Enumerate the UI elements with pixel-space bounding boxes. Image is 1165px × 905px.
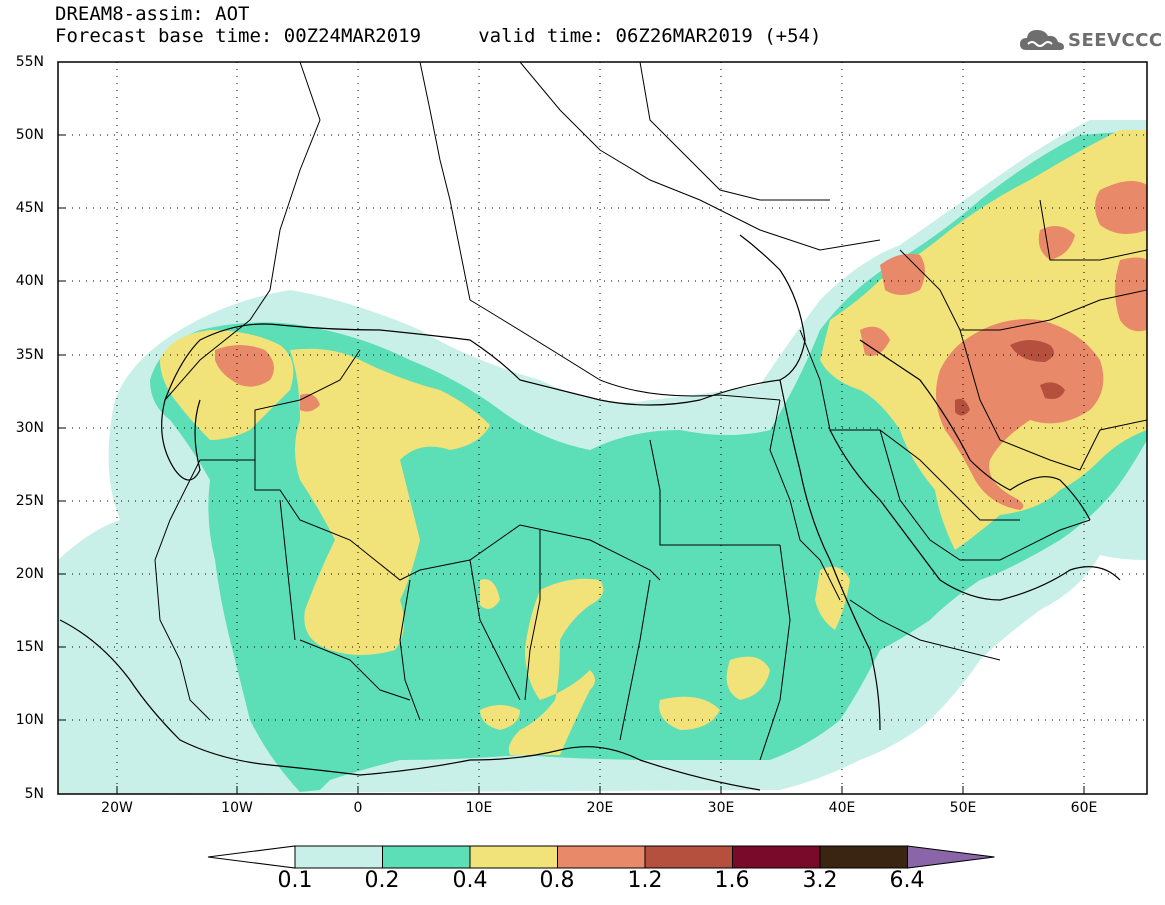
lat-label-40n: 40N (15, 273, 44, 289)
title-line-1: DREAM8-assim: AOT (55, 3, 250, 25)
lat-label-35n: 35N (15, 347, 44, 363)
axis-ticks (58, 134, 1085, 794)
aot-band-1.2 (955, 340, 1065, 416)
lon-label-30e: 30E (707, 800, 735, 816)
lon-label-20w: 20W (101, 800, 133, 816)
colorbar-label-0.2: 0.2 (364, 868, 400, 893)
lon-label-10w: 10W (221, 800, 253, 816)
lat-label-20n: 20N (15, 566, 44, 582)
lon-label-10e: 10E (465, 800, 493, 816)
lon-label-0: 0 (353, 800, 363, 816)
colorbar-label-0.4: 0.4 (452, 868, 488, 893)
cloud-icon (1020, 30, 1064, 50)
colorbar-label-1.2: 1.2 (627, 868, 663, 893)
lat-label-50n: 50N (15, 127, 44, 143)
lon-label-20e: 20E (586, 800, 614, 816)
aot-band-0.8 (215, 181, 1147, 510)
graticule (58, 62, 1147, 794)
lat-label-30n: 30N (15, 420, 44, 436)
coastlines (59, 234, 1121, 791)
lon-label-40e: 40E (828, 800, 856, 816)
title-line-2: Forecast base time: 00Z24MAR2019 valid t… (55, 25, 822, 47)
colorbar-label-0.8: 0.8 (539, 868, 575, 893)
lat-label-55n: 55N (15, 54, 44, 70)
seevccc-logo-text: SEEVCCC (1068, 30, 1163, 51)
colorbar-label-0.1: 0.1 (277, 868, 313, 893)
lat-label-5n: 5N (24, 786, 44, 802)
lat-label-10n: 10N (15, 712, 44, 728)
lat-label-15n: 15N (15, 639, 44, 655)
lat-label-25n: 25N (15, 493, 44, 509)
lon-label-60e: 60E (1070, 800, 1098, 816)
lon-label-50e: 50E (949, 800, 977, 816)
lat-label-45n: 45N (15, 200, 44, 216)
colorbar-label-1.6: 1.6 (714, 868, 750, 893)
colorbar-label-6.4: 6.4 (889, 868, 925, 893)
country-borders (154, 62, 1147, 761)
colorbar-label-3.2: 3.2 (802, 868, 838, 893)
